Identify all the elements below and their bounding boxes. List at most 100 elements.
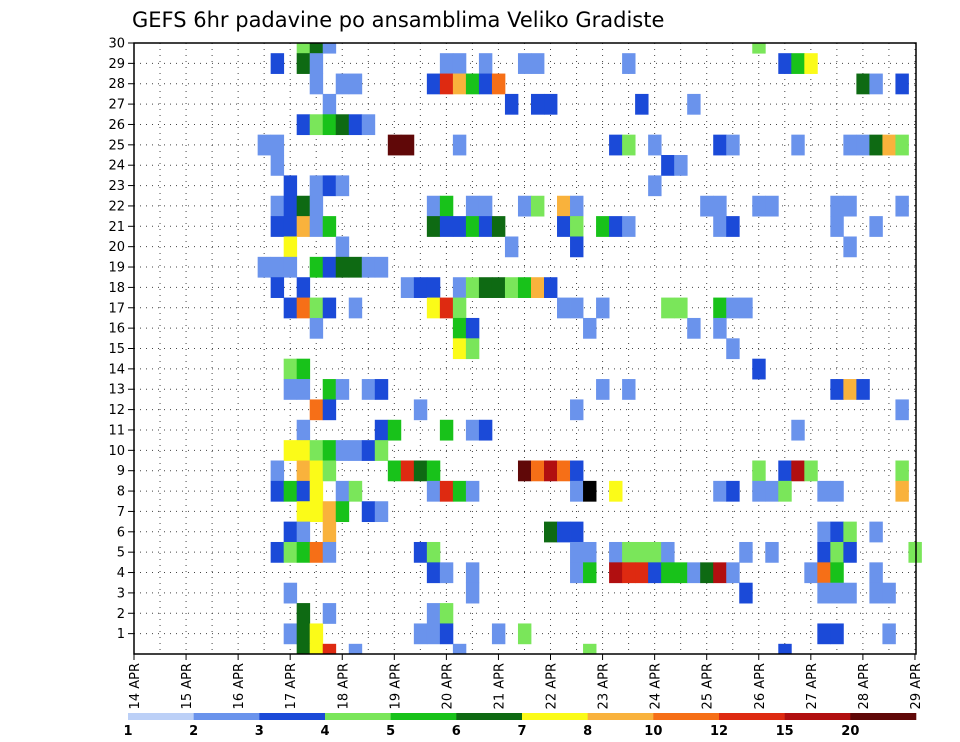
precip-cell [439,480,454,502]
precip-cell [465,317,480,339]
precip-cell [478,277,493,298]
precip-cell [283,297,298,319]
precip-cell [309,643,324,655]
precip-cell [452,277,467,298]
precip-cell [283,480,298,502]
colorbar-label: 7 [517,724,526,739]
precip-cell [465,480,480,502]
colorbar-swatch [522,713,588,720]
precip-cell [335,440,350,461]
precip-cell [895,195,909,217]
precip-cell [830,623,844,645]
precip-cell [713,317,727,339]
colorbar-swatch [390,713,457,720]
precip-cell [400,134,415,156]
precip-cell [726,216,740,237]
precip-cell [257,256,272,278]
precip-cell [752,460,766,482]
precip-cell [491,277,506,298]
colorbar-label: 5 [386,724,395,739]
y-tick-label: 27 [108,98,125,113]
precip-cell [530,93,545,115]
precip-cell [465,338,480,360]
precip-cell [830,521,844,543]
precip-cell [426,562,441,584]
precip-cell [439,562,454,584]
precip-cell [726,562,740,584]
precip-cell [856,73,870,95]
precip-cell [452,134,467,156]
precip-cell [439,73,454,95]
precip-cell [309,114,324,136]
precip-cell [374,440,389,461]
precip-cell [817,562,831,584]
y-tick-label: 2 [117,607,125,622]
precip-cell [296,297,311,319]
precip-cell [557,460,571,482]
precip-cell [283,541,298,563]
precip-cell [622,53,636,74]
precip-cell [869,521,883,543]
precip-cell [478,195,493,217]
precip-cell [661,562,675,584]
precip-cell [713,297,727,319]
precip-cell [348,440,363,461]
precip-cell [635,562,649,584]
precip-cell [739,541,753,563]
precip-cell [296,623,311,645]
colorbar-swatch [850,713,917,720]
precip-cell [713,562,727,584]
precip-cell [465,277,480,298]
precip-cell [882,134,896,156]
precip-cell [687,93,701,115]
y-tick-label: 3 [117,586,125,601]
colorbar-label: 12 [710,724,728,739]
y-tick-label: 21 [108,220,125,235]
precip-cell [687,562,701,584]
y-tick-label: 13 [108,383,125,398]
colorbar-swatch [784,713,851,720]
precip-cell [348,480,363,502]
precip-cell [778,460,792,482]
precip-cell [335,114,350,136]
precip-cell [309,195,324,217]
precip-cell [452,53,467,74]
precip-cell [726,134,740,156]
precip-cell [843,134,857,156]
precip-cell [570,521,584,543]
precip-cell [296,195,311,217]
precip-cell [322,460,337,482]
precip-cell [296,501,311,523]
precip-cell [361,440,376,461]
y-tick-label: 15 [108,342,125,357]
precip-cell [322,297,337,319]
precip-cell [283,175,298,197]
precip-cell [765,541,779,563]
precip-cell [296,521,311,543]
precip-cell [869,562,883,584]
precip-cell [296,480,311,502]
x-tick-label: 20 APR [440,663,455,709]
y-tick-label: 17 [108,301,125,316]
precip-cell [570,562,584,584]
chart-title: GEFS 6hr padavine po ansamblima Veliko G… [132,8,664,32]
precip-cell [426,297,441,319]
precip-cell [713,195,727,217]
precip-cell [426,623,441,645]
precip-cell [452,317,467,339]
precip-cell [791,134,805,156]
x-axis-ticks: 14 APR 15 APR 16 APR 17 APR 18 APR 19 APR 20 A… [128,654,924,709]
precip-cell [335,379,350,400]
precip-cell [413,277,428,298]
precip-cell [426,73,441,95]
y-tick-label: 29 [108,57,125,72]
precip-cell [570,236,584,258]
precip-cell [257,134,272,156]
precip-cell [752,358,766,380]
precip-cell [791,419,805,441]
precip-cell [270,460,285,482]
precip-cell [583,562,597,584]
precip-cell [296,440,311,461]
precip-cell [296,379,311,400]
